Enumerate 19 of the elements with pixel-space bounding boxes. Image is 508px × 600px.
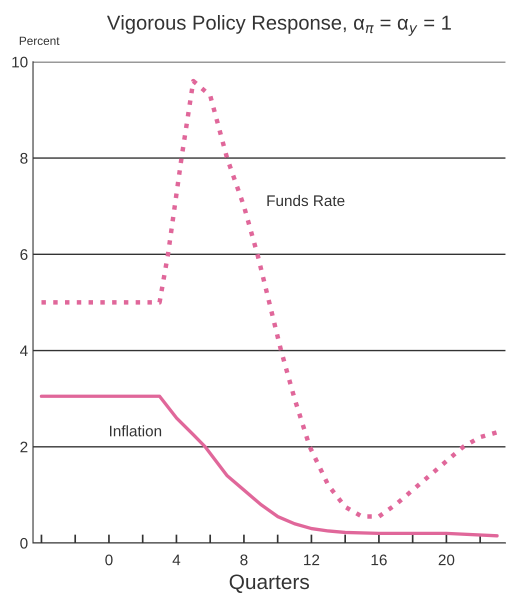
x-tick-label: 20 (438, 554, 454, 566)
line-series (39, 78, 500, 519)
x-tick-label: 0 (105, 554, 113, 566)
x-tick-label: 12 (304, 554, 320, 566)
series-label: Funds Rate (267, 194, 344, 206)
series-label: Inflation (110, 425, 162, 436)
y-tick-label: 0 (20, 538, 28, 549)
x-axis-title: Quarters (230, 574, 310, 593)
y-axis-title: Percent (20, 36, 60, 46)
y-tick-label: 4 (20, 346, 28, 356)
y-tick-label: 8 (20, 152, 28, 164)
x-tick-label: 16 (372, 554, 387, 566)
y-tick-label: 10 (12, 56, 28, 68)
chart-title: Vigorous Policy Response, α$_{π}$ = α$_{y}$ = 1 (107, 15, 451, 36)
x-tick-label: 4 (172, 554, 180, 566)
line-series (40, 394, 499, 538)
x-tick-label: 8 (240, 554, 248, 566)
y-tick-label: 6 (20, 249, 28, 260)
y-tick-label: 2 (20, 442, 28, 452)
